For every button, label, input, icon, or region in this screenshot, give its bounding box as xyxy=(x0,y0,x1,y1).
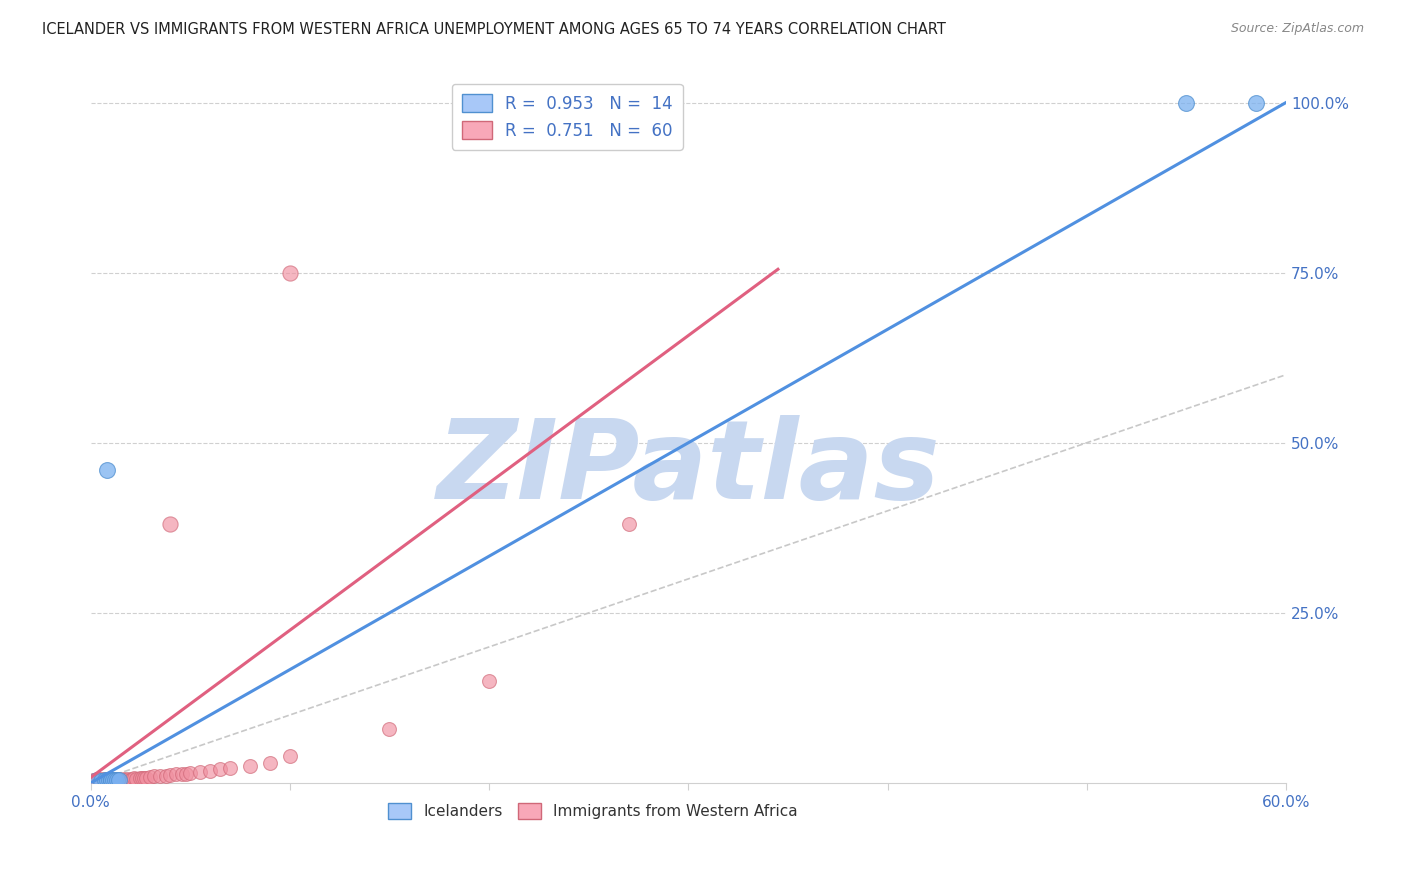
Point xyxy=(179,765,201,780)
Point xyxy=(105,772,128,787)
Point xyxy=(97,773,120,788)
Point xyxy=(90,772,112,786)
Point xyxy=(378,722,401,736)
Point xyxy=(114,772,136,786)
Text: ICELANDER VS IMMIGRANTS FROM WESTERN AFRICA UNEMPLOYMENT AMONG AGES 65 TO 74 YEA: ICELANDER VS IMMIGRANTS FROM WESTERN AFR… xyxy=(42,22,946,37)
Point xyxy=(259,756,281,770)
Point xyxy=(278,748,301,763)
Point xyxy=(124,772,146,786)
Point xyxy=(96,772,118,787)
Point xyxy=(121,772,143,786)
Point xyxy=(93,772,115,787)
Point xyxy=(93,773,115,788)
Point xyxy=(90,772,112,787)
Point xyxy=(172,767,194,781)
Point xyxy=(174,766,197,780)
Point xyxy=(131,772,153,786)
Point xyxy=(105,773,128,788)
Point xyxy=(159,768,181,782)
Point xyxy=(91,772,114,787)
Point xyxy=(105,772,128,787)
Point xyxy=(209,763,232,777)
Point xyxy=(101,772,124,787)
Point xyxy=(155,768,177,782)
Point xyxy=(159,517,181,532)
Point xyxy=(103,772,125,786)
Point xyxy=(239,759,262,773)
Point xyxy=(83,773,105,788)
Text: Source: ZipAtlas.com: Source: ZipAtlas.com xyxy=(1230,22,1364,36)
Point xyxy=(103,773,125,788)
Point xyxy=(87,772,110,787)
Point xyxy=(90,773,112,788)
Point xyxy=(100,773,122,788)
Point xyxy=(219,761,242,775)
Point xyxy=(1244,95,1267,110)
Text: ZIPatlas: ZIPatlas xyxy=(436,415,941,522)
Point xyxy=(100,772,122,787)
Point xyxy=(143,769,166,783)
Point xyxy=(135,771,157,785)
Point xyxy=(90,774,112,789)
Point xyxy=(149,769,172,783)
Point xyxy=(129,772,152,786)
Point xyxy=(478,673,501,688)
Point xyxy=(96,772,118,787)
Point xyxy=(93,772,115,786)
Point xyxy=(111,772,134,787)
Point xyxy=(96,463,118,477)
Point xyxy=(117,772,139,786)
Point xyxy=(100,772,122,786)
Point xyxy=(107,772,129,787)
Point xyxy=(97,772,120,787)
Point xyxy=(91,773,114,788)
Point xyxy=(617,517,640,532)
Point xyxy=(165,767,187,781)
Point xyxy=(101,773,124,788)
Point xyxy=(188,765,211,780)
Point xyxy=(101,772,124,787)
Point xyxy=(87,773,110,788)
Point xyxy=(1175,95,1198,110)
Point xyxy=(100,772,122,787)
Point xyxy=(110,772,132,787)
Legend: Icelanders, Immigrants from Western Africa: Icelanders, Immigrants from Western Afri… xyxy=(382,797,804,825)
Point xyxy=(97,772,120,787)
Point xyxy=(103,772,125,787)
Point xyxy=(96,773,118,788)
Point xyxy=(107,772,129,786)
Point xyxy=(100,772,122,787)
Point xyxy=(107,773,129,788)
Point xyxy=(82,772,104,787)
Point xyxy=(125,772,148,786)
Point xyxy=(120,772,142,787)
Point xyxy=(278,266,301,280)
Point xyxy=(86,772,108,787)
Point xyxy=(115,772,138,787)
Point xyxy=(86,772,108,786)
Point xyxy=(86,773,108,788)
Point xyxy=(139,770,162,784)
Point xyxy=(198,764,221,779)
Point xyxy=(134,771,156,785)
